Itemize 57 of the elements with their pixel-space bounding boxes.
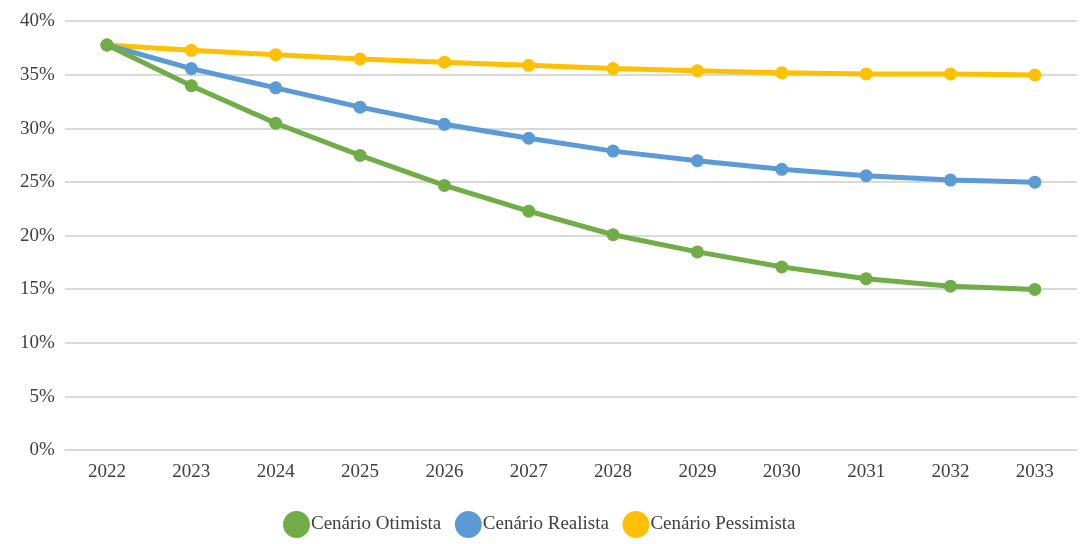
x-tick-label: 2023 bbox=[172, 459, 211, 481]
point bbox=[437, 117, 451, 131]
point bbox=[269, 81, 283, 95]
point bbox=[690, 245, 704, 259]
point bbox=[184, 43, 198, 57]
point bbox=[775, 162, 789, 176]
point bbox=[775, 260, 789, 274]
point bbox=[606, 228, 620, 242]
point bbox=[606, 144, 620, 158]
x-tick-label: 2028 bbox=[594, 459, 633, 481]
y-tick-label: 25% bbox=[20, 170, 55, 192]
point bbox=[690, 154, 704, 168]
x-tick-label: 2025 bbox=[341, 459, 380, 481]
legend-label: Cenário Pessimista bbox=[650, 512, 797, 534]
point bbox=[437, 178, 451, 192]
point bbox=[943, 173, 957, 187]
x-tick-label: 2031 bbox=[847, 459, 886, 481]
y-tick-label: 30% bbox=[20, 116, 55, 138]
point bbox=[522, 131, 536, 145]
point bbox=[353, 52, 367, 66]
legend-label: Cenário Otimista bbox=[310, 512, 442, 534]
point bbox=[353, 148, 367, 162]
x-tick-label: 2030 bbox=[762, 459, 801, 481]
point bbox=[859, 272, 873, 286]
point bbox=[1028, 175, 1042, 189]
y-tick-label: 5% bbox=[29, 384, 55, 406]
point bbox=[437, 55, 451, 69]
point bbox=[1028, 68, 1042, 82]
point bbox=[690, 64, 704, 78]
point bbox=[184, 79, 198, 93]
point bbox=[269, 116, 283, 130]
y-tick-label: 0% bbox=[29, 438, 55, 460]
y-tick-label: 15% bbox=[20, 277, 55, 299]
x-tick-label: 2033 bbox=[1015, 459, 1054, 481]
point bbox=[1028, 282, 1042, 296]
point bbox=[775, 66, 789, 80]
y-tick-label: 20% bbox=[20, 223, 55, 245]
x-tick-label: 2027 bbox=[509, 459, 548, 481]
x-tick-label: 2022 bbox=[88, 459, 126, 481]
point bbox=[184, 62, 198, 76]
y-tick-label: 40% bbox=[20, 9, 55, 31]
y-tick-label: 35% bbox=[20, 62, 55, 84]
y-tick-label: 10% bbox=[20, 330, 55, 352]
point bbox=[269, 48, 283, 62]
x-tick-label: 2024 bbox=[256, 459, 296, 481]
x-tick-label: 2026 bbox=[425, 459, 464, 481]
legend-label: Cenário Realista bbox=[482, 512, 610, 534]
point bbox=[606, 62, 620, 76]
point bbox=[522, 58, 536, 72]
point bbox=[522, 204, 536, 218]
point bbox=[353, 100, 367, 114]
point bbox=[943, 67, 957, 81]
point bbox=[859, 169, 873, 183]
point bbox=[859, 67, 873, 81]
x-tick-label: 2032 bbox=[931, 459, 970, 481]
point bbox=[943, 279, 957, 293]
x-tick-label: 2029 bbox=[678, 459, 717, 481]
